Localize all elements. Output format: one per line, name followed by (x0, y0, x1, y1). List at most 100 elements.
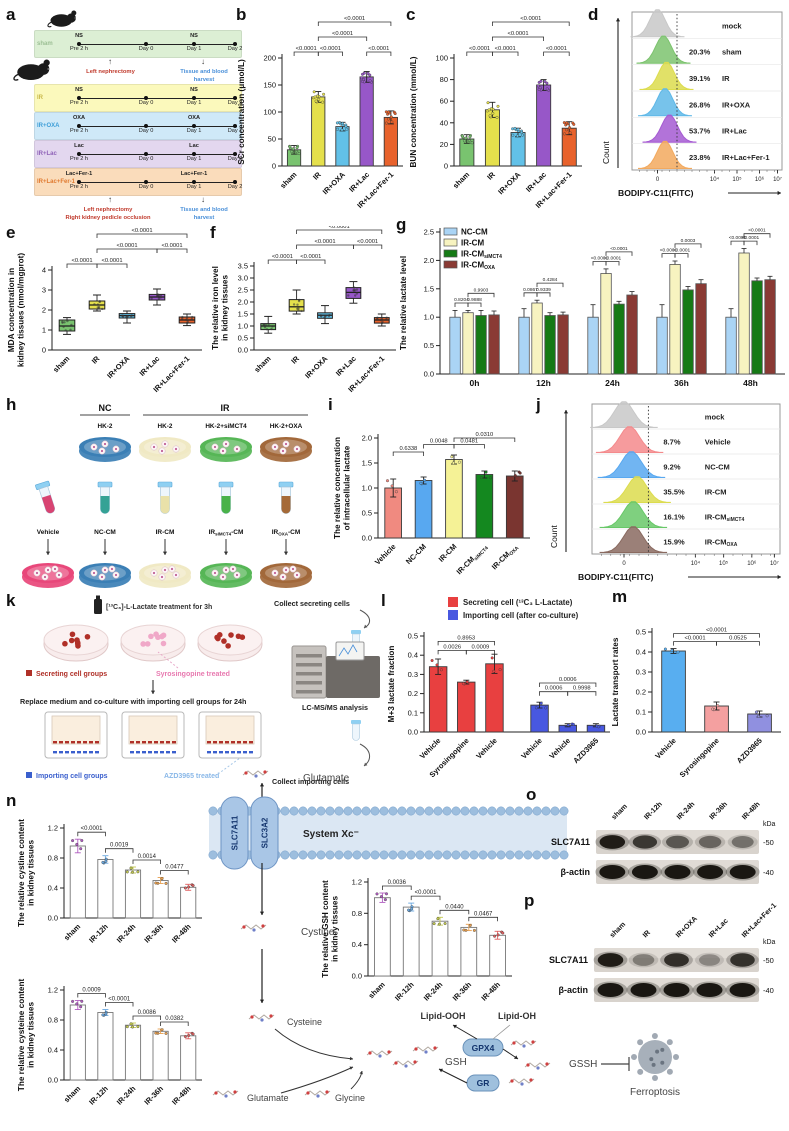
data-point (375, 892, 379, 896)
data-point (314, 99, 318, 103)
chart-l-svg: 0.00.10.20.30.40.5M+3 lactate fractionVe… (387, 632, 610, 779)
data-point (183, 1035, 187, 1038)
legend-label: Importing cell (after co-culture) (463, 610, 579, 620)
timepoint-label: Day 1 (186, 100, 202, 106)
legend-label: IR-CM (461, 239, 484, 248)
timeline: Pre 2 h Day 0 Day 1 Day 2 Lac Lac (70, 141, 242, 167)
y-tick-label: 2.0 (362, 434, 372, 443)
bar-4 (180, 886, 197, 919)
y-tick-label: 3 (42, 286, 46, 295)
data-point (496, 104, 500, 108)
x-category-label: IR (485, 170, 497, 182)
data-point (71, 999, 75, 1003)
data-point (131, 1025, 134, 1029)
bars (69, 838, 197, 919)
x-tick-label: 10⁶ (747, 560, 757, 567)
bar-1 (414, 480, 433, 539)
bar (449, 316, 461, 375)
y-axis-title: The relative iron level (211, 266, 220, 350)
panel-letter-l: l (381, 591, 386, 610)
x-category-label: IR-CMOXA (490, 542, 521, 573)
nephrectomy-note: Left nephrectomy (86, 69, 135, 75)
significance-label: <0.0001 (415, 890, 438, 896)
data-point (160, 1028, 164, 1032)
timepoint-dot (192, 180, 196, 184)
data-point (291, 147, 295, 151)
panel-letter-e: e (6, 223, 16, 242)
timepoint-label: Day 0 (138, 100, 154, 106)
x-category-label: IR (311, 170, 323, 182)
lane-label: IR-24h (675, 800, 697, 822)
significance-label: <0.0001 (101, 258, 122, 264)
data-point (565, 121, 569, 125)
pathway-svg: Cysteine Glutamate Glycine GSH GPX4 GR Lipid-O… (212, 1011, 680, 1103)
azd-label: AZD3965 treated (164, 773, 219, 780)
histogram-curve-3 (638, 88, 692, 117)
y-axis-title: in kidney tissues (27, 1002, 36, 1068)
y-tick-label: 0.5 (238, 334, 248, 343)
y-tick-label: 0.0 (362, 534, 372, 543)
bar (682, 289, 694, 375)
significance-label: 0.0003 (681, 238, 696, 244)
legend-item: Secreting cell (¹³C₃ L-Lactate) (448, 597, 613, 607)
percentage-label: 8.7% (663, 438, 680, 447)
x-category-label: IR-24h (422, 980, 445, 1003)
y-tick-label: 60 (440, 97, 448, 106)
tube-icon (35, 480, 55, 514)
bar-3 (536, 84, 552, 167)
slc7a11-channel (220, 796, 249, 870)
y-tick-label: 2.5 (424, 228, 434, 237)
bar-2 (431, 920, 449, 977)
treatment-label: [¹³C₃]-L-Lactate treatment for 3h (106, 604, 212, 611)
y-tick-label: 0.4 (352, 940, 362, 949)
collect-secreting-label: Collect secreting cells (274, 599, 350, 608)
significance-label: 0.9998 (573, 686, 591, 692)
secreting-dish-icon (197, 624, 263, 662)
gsh-label: GSH (445, 1057, 467, 1068)
bar-2 (124, 1024, 142, 1081)
data-point (101, 1013, 105, 1017)
bar-0 (69, 845, 86, 919)
data-point (516, 127, 520, 131)
kda-mark: -40 (763, 868, 774, 877)
timepoint-dot (192, 124, 196, 128)
significance-label: 0.0036 (388, 880, 407, 886)
x-tick-label: 10⁵ (732, 176, 742, 183)
data-point (154, 881, 158, 885)
data-point (191, 884, 195, 887)
data-point (498, 668, 502, 672)
significance-label: <0.0001 (610, 246, 628, 252)
significance-label: 0.0467 (474, 911, 493, 917)
bar (656, 316, 668, 375)
data-point (451, 461, 455, 465)
chart-g-svg: 0.0 0.5 1.0 1.5 2.0 2.5 The relative lactate l… (399, 228, 785, 388)
data-point (336, 127, 339, 131)
x-category-label: IR+OXA (303, 354, 330, 381)
glutamate-bottom-label: Glutamate (247, 1093, 289, 1103)
data-point (490, 656, 494, 660)
y-tick-label: 2 (42, 306, 46, 315)
data-point (563, 132, 566, 136)
y-tick-label: 1.2 (352, 878, 362, 887)
timepoint-label: Pre 2 h (69, 100, 89, 106)
significance-label: 0.0026 (443, 644, 461, 650)
molecule-icon (510, 1040, 537, 1048)
protein-band (731, 836, 754, 848)
significance-label: <0.0001 (673, 248, 691, 254)
y-tick-label: 0 (444, 162, 448, 171)
x-axis-title: BODIPY-C11(FITC) (578, 572, 654, 582)
down-arrow-icon: ↓ (201, 195, 205, 204)
significance-label: <0.0001 (469, 46, 490, 52)
data-point (488, 476, 492, 480)
y-tick-label: 0.0 (238, 346, 248, 355)
data-point (491, 111, 495, 115)
up-arrow-icon: ↑ (108, 57, 112, 66)
timepoint-label: Day 2 (227, 100, 243, 106)
lane-label: sham (608, 920, 628, 940)
x-category-label: IR-CM (437, 542, 459, 564)
legend-label: NC-CM (461, 228, 488, 237)
lane-label: sham (609, 802, 629, 822)
bar-3 (475, 474, 494, 539)
panel-l-legend: Secreting cell (¹³C₃ L-Lactate) Importing… (448, 597, 613, 623)
x-category-label: IR+Lac (334, 354, 358, 378)
